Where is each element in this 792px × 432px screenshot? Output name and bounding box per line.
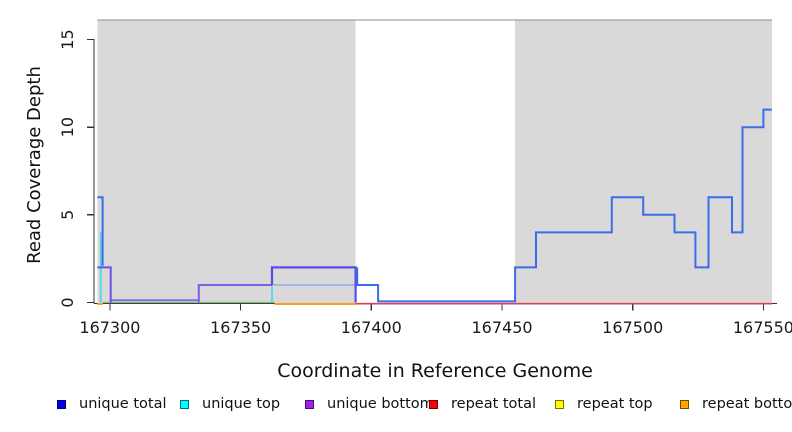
masked-region	[515, 20, 772, 304]
x-axis-title: Coordinate in Reference Genome	[277, 360, 593, 382]
x-tick-label: 167400	[341, 318, 402, 337]
y-tick-label: 5	[58, 210, 77, 220]
legend-label-unique-total: unique total	[79, 396, 167, 412]
legend-label-repeat-top: repeat top	[577, 396, 653, 412]
legend: unique total unique top unique bottom repea…	[0, 396, 792, 426]
legend-swatch-repeat-bottom	[680, 400, 689, 409]
unique-bottom-left	[97, 266, 112, 303]
x-tick-label: 167500	[602, 318, 663, 337]
x-tick-label: 167450	[471, 318, 532, 337]
legend-label-repeat-bottom: repeat bottom	[702, 396, 792, 412]
legend-swatch-unique-total	[57, 400, 66, 409]
y-axis-title: Read Coverage Depth	[24, 66, 45, 264]
legend-swatch-repeat-top	[555, 400, 564, 409]
legend-label-unique-bottom: unique bottom	[327, 396, 434, 412]
x-tick-label: 167300	[79, 318, 140, 337]
y-tick-label: 15	[58, 29, 77, 49]
legend-swatch-repeat-total	[429, 400, 438, 409]
legend-swatch-unique-bottom	[305, 400, 314, 409]
y-tick-label: 10	[58, 117, 77, 137]
unique-total-left	[97, 196, 104, 266]
unique-bottom-right	[270, 266, 357, 303]
unique-bottom-mid	[197, 284, 272, 303]
y-tick-label: 0	[58, 297, 77, 307]
unique-total-main	[356, 108, 772, 303]
x-tick-label: 167350	[210, 318, 271, 337]
legend-swatch-unique-top	[180, 400, 189, 409]
x-tick-label: 167550	[733, 318, 792, 337]
masked-region	[97, 20, 356, 304]
legend-label-repeat-total: repeat total	[451, 396, 537, 412]
legend-label-unique-top: unique top	[202, 396, 281, 412]
